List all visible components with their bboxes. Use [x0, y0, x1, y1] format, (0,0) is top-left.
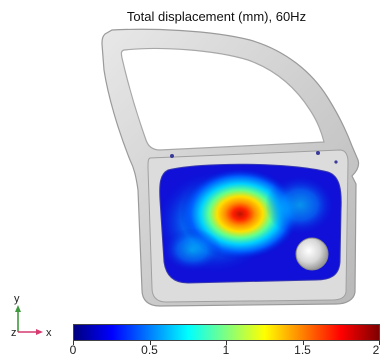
colorbar-tick	[226, 341, 227, 345]
displacement-field	[159, 164, 342, 283]
mount-hole	[334, 160, 338, 164]
colorbar-tick-label: 2	[372, 343, 380, 357]
colorbar-tick	[379, 341, 380, 345]
colorbar-tick	[302, 341, 304, 345]
y-axis-label: y	[14, 293, 20, 305]
window-opening	[120, 47, 325, 151]
colorbar-tick-label: 0.5	[141, 343, 158, 357]
panel-outline	[159, 163, 342, 284]
colorbar-tick-label: 1	[222, 343, 230, 357]
mount-hole	[170, 154, 174, 158]
mount-hole	[316, 151, 320, 155]
colorbar	[73, 324, 380, 341]
x-axis-label: x	[46, 327, 52, 339]
speaker-knob	[295, 237, 329, 271]
axis-triad: y z x	[11, 293, 52, 339]
y-axis-arrowhead	[15, 305, 21, 312]
colorbar-tick-label: 0	[69, 343, 77, 357]
x-axis-arrowhead	[36, 329, 43, 335]
colorbar-tick	[73, 341, 74, 345]
z-axis-label: z	[11, 327, 17, 339]
colorbar-tick	[149, 341, 151, 345]
plot-title: Total displacement (mm), 60Hz	[126, 9, 307, 24]
colorbar-tick-label: 1.5	[294, 343, 311, 357]
